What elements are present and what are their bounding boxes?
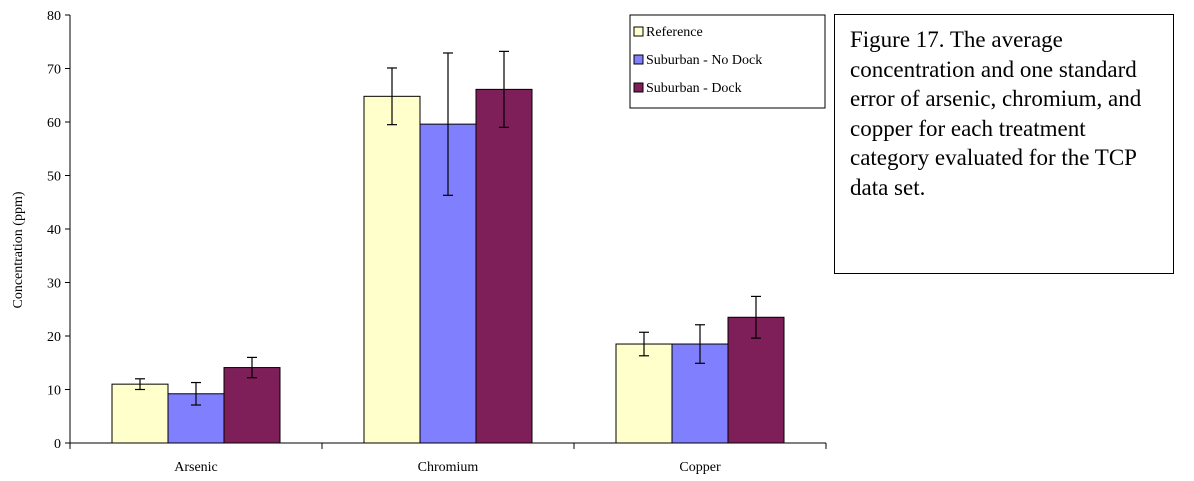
category-label: Chromium — [418, 460, 479, 475]
legend-label: Suburban - No Dock — [646, 53, 762, 68]
legend-box — [629, 14, 826, 109]
bar — [475, 88, 533, 444]
y-ticks: 0 10 20 30 40 50 60 70 80 — [47, 9, 70, 452]
y-tick-label: 80 — [47, 9, 61, 24]
category-label: Arsenic — [174, 460, 218, 475]
legend: Reference Suburban - No Dock Suburban - Do… — [629, 14, 826, 109]
y-tick-label: 10 — [47, 384, 61, 399]
y-tick-label: 40 — [47, 223, 61, 238]
y-tick-label: 30 — [47, 277, 61, 292]
error-bars — [135, 50, 761, 406]
legend-swatch — [633, 82, 644, 93]
bar — [223, 367, 281, 444]
category-label: Copper — [679, 460, 721, 475]
legend-swatch — [633, 54, 644, 65]
figure-caption: Figure 17. The average concentration and… — [834, 14, 1174, 274]
legend-label: Reference — [646, 25, 703, 40]
legend-label: Suburban - Dock — [646, 81, 742, 96]
y-tick-label: 0 — [54, 437, 61, 452]
y-tick-label: 70 — [47, 63, 61, 78]
y-tick-label: 20 — [47, 330, 61, 345]
y-tick-label: 60 — [47, 116, 61, 131]
category-labels: Arsenic Chromium Copper — [174, 460, 721, 475]
bar — [615, 343, 673, 444]
legend-swatch — [633, 26, 644, 37]
y-tick-label: 50 — [47, 170, 61, 185]
bar — [363, 95, 421, 444]
y-axis-title: Concentration (ppm) — [11, 191, 26, 308]
bar — [111, 383, 169, 444]
